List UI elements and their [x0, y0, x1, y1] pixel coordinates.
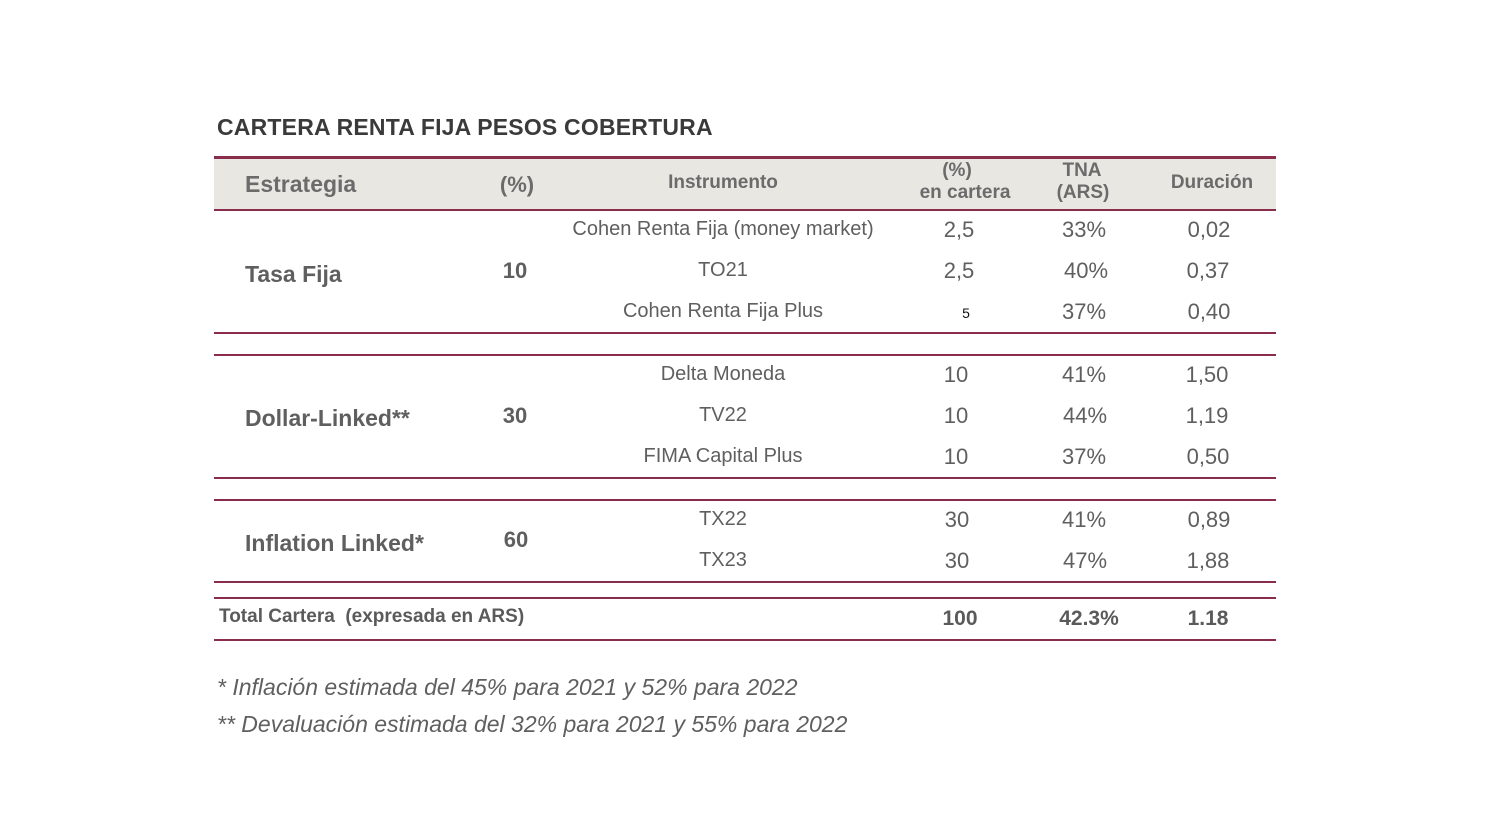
tna-cell: 41% [1061, 507, 1107, 532]
duration-cell: 0,02 [1187, 217, 1231, 242]
duration-cell: 0,50 [1186, 444, 1230, 469]
duration-cell: 0,89 [1187, 507, 1231, 532]
header-bottom-rule [214, 209, 1276, 211]
table-header [214, 159, 1276, 210]
total-bottom-rule [214, 639, 1276, 641]
instrument-cell: FIMA Capital Plus [643, 445, 803, 467]
tna-cell: 37% [1061, 299, 1107, 324]
instrument-cell: TX23 [699, 549, 747, 571]
total-duration: 1.18 [1187, 607, 1229, 630]
strategy-inflation-linked: Inflation Linked* [245, 530, 424, 556]
pct-cartera-cell: 5 [962, 305, 970, 321]
instrument-cell: Cohen Renta Fija (money market) [572, 218, 874, 240]
page-title: CARTERA RENTA FIJA PESOS COBERTURA [217, 114, 713, 140]
total-pct: 100 [942, 607, 978, 630]
header-tna-line1: TNA [1062, 160, 1102, 181]
duration-cell: 1,88 [1186, 548, 1230, 573]
header-top-rule [214, 156, 1276, 159]
header-pct-cartera-line2: en cartera [919, 182, 1011, 203]
header-tna-line2: (ARS) [1056, 182, 1110, 203]
strategy-dollar-linked: Dollar-Linked** [245, 405, 410, 431]
header-strategy: Estrategia [245, 171, 357, 197]
group-top-rule [214, 499, 1276, 501]
tna-cell: 41% [1061, 362, 1107, 387]
tna-cell: 33% [1061, 217, 1107, 242]
strategy-tasa-fija: Tasa Fija [245, 261, 342, 287]
duration-cell: 1,19 [1185, 403, 1229, 428]
tna-cell: 47% [1062, 548, 1108, 573]
strategy-pct-inflation-linked: 60 [503, 527, 529, 552]
tna-cell: 40% [1063, 258, 1109, 283]
instrument-cell: Delta Moneda [660, 363, 786, 385]
group-bottom-rule [214, 477, 1276, 479]
tna-cell: 37% [1061, 444, 1107, 469]
header-duration: Duración [1170, 172, 1254, 193]
strategy-pct-dollar-linked: 30 [502, 403, 528, 428]
pct-cartera-cell: 30 [944, 507, 970, 532]
pct-cartera-cell: 2,5 [943, 258, 975, 283]
total-label: Total Cartera (expresada en ARS) [219, 606, 525, 627]
pct-cartera-cell: 10 [943, 444, 969, 469]
duration-cell: 1,50 [1185, 362, 1229, 387]
footnote-devaluation: ** Devaluación estimada del 32% para 202… [217, 711, 848, 737]
tna-cell: 44% [1062, 403, 1108, 428]
header-pct: (%) [499, 172, 535, 197]
pct-cartera-cell: 2,5 [943, 217, 975, 242]
group-top-rule [214, 354, 1276, 356]
total-top-rule [214, 597, 1276, 599]
footnote-inflation: * Inflación estimada del 45% para 2021 y… [217, 674, 798, 700]
instrument-cell: TX22 [699, 508, 747, 530]
pct-cartera-cell: 10 [943, 362, 969, 387]
header-pct-cartera-line1: (%) [942, 160, 972, 181]
pct-cartera-cell: 10 [943, 403, 969, 428]
header-instrument: Instrumento [668, 172, 778, 193]
instrument-cell: TV22 [699, 404, 747, 426]
duration-cell: 0,40 [1187, 299, 1231, 324]
group-bottom-rule [214, 581, 1276, 583]
strategy-pct-tasa-fija: 10 [502, 258, 528, 283]
group-bottom-rule [214, 332, 1276, 334]
instrument-cell: Cohen Renta Fija Plus [622, 300, 824, 322]
pct-cartera-cell: 30 [944, 548, 970, 573]
duration-cell: 0,37 [1186, 258, 1230, 283]
instrument-cell: TO21 [698, 259, 748, 281]
total-tna: 42.3% [1059, 607, 1119, 630]
